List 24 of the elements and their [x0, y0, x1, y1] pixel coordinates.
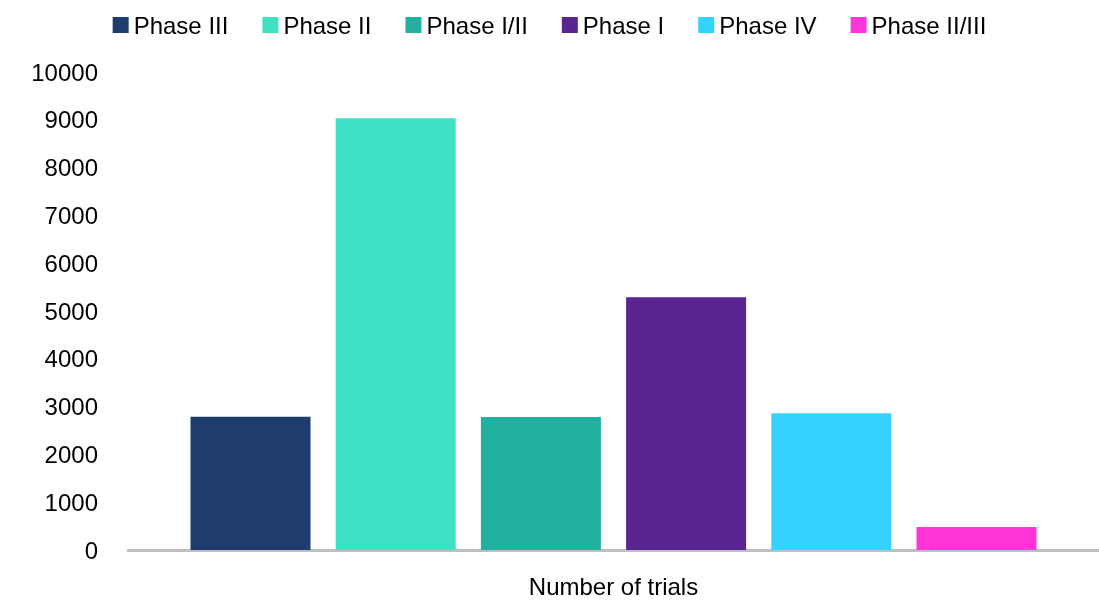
bar	[916, 527, 1037, 550]
y-tick-label: 5000	[44, 297, 98, 325]
y-tick-label: 3000	[44, 393, 98, 421]
x-tick-label: Number of trials	[528, 572, 699, 600]
bar	[335, 118, 456, 550]
bar	[626, 297, 747, 550]
y-tick-label: 1000	[44, 488, 98, 516]
y-tick-label: 6000	[44, 249, 98, 277]
y-tick-label: 10000	[31, 58, 98, 86]
y-tick-label: 0	[84, 536, 98, 564]
bar	[771, 413, 892, 550]
legend-label: Phase II	[283, 11, 372, 39]
legend-label: Phase IV	[719, 11, 817, 39]
legend-label: Phase I	[582, 11, 665, 39]
y-tick-label: 8000	[44, 154, 98, 182]
y-tick-label: 4000	[44, 345, 98, 373]
bar	[190, 416, 311, 550]
y-tick-label: 2000	[44, 440, 98, 468]
y-tick-label: 9000	[44, 106, 98, 134]
y-tick-label: 7000	[44, 201, 98, 229]
legend-label: Phase II/III	[871, 11, 987, 39]
legend-label: Phase I/II	[426, 11, 528, 39]
legend-label: Phase III	[133, 11, 229, 39]
bar	[480, 417, 601, 550]
